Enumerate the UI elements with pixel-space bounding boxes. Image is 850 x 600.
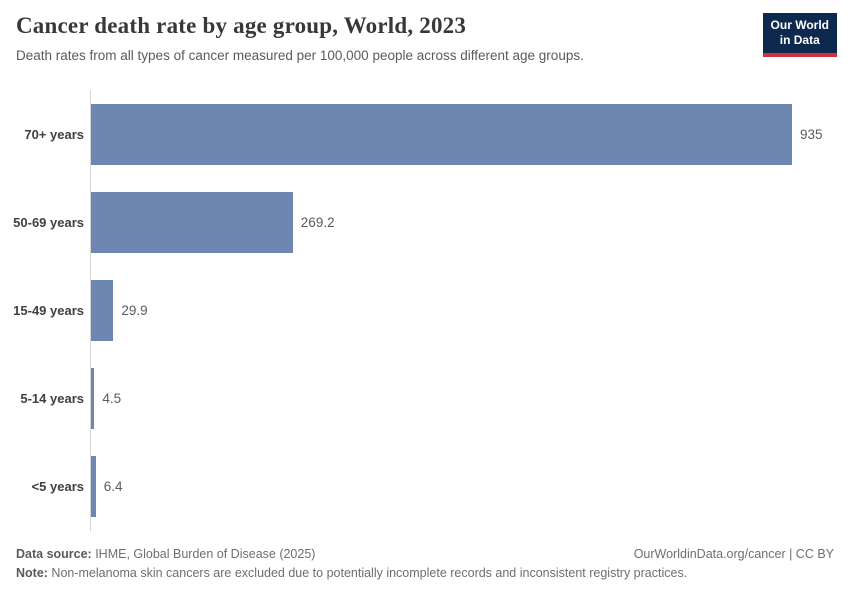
y-axis-line xyxy=(90,90,91,531)
value-label: 4.5 xyxy=(102,391,122,407)
chart-header: Cancer death rate by age group, World, 2… xyxy=(16,13,837,63)
plot-area: 935 xyxy=(91,90,834,178)
data-source-text: IHME, Global Burden of Disease (2025) xyxy=(91,547,316,561)
value-label: 29.9 xyxy=(121,302,148,318)
value-label: 6.4 xyxy=(103,479,123,495)
bar-rows: 70+ years 935 50-69 years 269.2 15-49 years 2… xyxy=(0,90,834,531)
bar[interactable] xyxy=(91,368,95,430)
data-source: Data source: IHME, Global Burden of Dise… xyxy=(16,547,315,561)
bar[interactable] xyxy=(91,456,96,518)
bar-row: 5-14 years 4.5 xyxy=(0,355,834,443)
bar-chart: 70+ years 935 50-69 years 269.2 15-49 years 2… xyxy=(0,90,834,531)
owid-logo-line2: in Data xyxy=(779,33,820,47)
note: Note: Non-melanoma skin cancers are excl… xyxy=(16,566,834,580)
bar[interactable] xyxy=(91,103,792,165)
bar-row: <5 years 6.4 xyxy=(0,443,834,531)
plot-area: 4.5 xyxy=(91,355,834,443)
bar[interactable] xyxy=(91,279,114,341)
chart-subtitle: Death rates from all types of cancer mea… xyxy=(16,48,584,63)
category-label: 15-49 years xyxy=(13,302,84,318)
bar[interactable] xyxy=(91,191,293,253)
owid-cc-link[interactable]: OurWorldinData.org/cancer | CC BY xyxy=(633,547,834,561)
plot-area: 269.2 xyxy=(91,178,834,266)
chart-title: Cancer death rate by age group, World, 2… xyxy=(16,13,467,38)
plot-area: 6.4 xyxy=(91,443,834,531)
chart-footer: Data source: IHME, Global Burden of Dise… xyxy=(16,547,834,580)
data-source-label: Data source: xyxy=(16,547,92,561)
category-label: <5 years xyxy=(31,479,84,495)
category-label: 70+ years xyxy=(24,126,84,142)
bar-row: 50-69 years 269.2 xyxy=(0,178,834,266)
note-text: Non-melanoma skin cancers are excluded d… xyxy=(47,566,688,580)
plot-area: 29.9 xyxy=(91,266,834,354)
value-label: 269.2 xyxy=(300,214,335,230)
category-label: 5-14 years xyxy=(20,391,84,407)
owid-logo[interactable]: Our World in Data xyxy=(762,13,837,57)
category-label: 50-69 years xyxy=(13,214,84,230)
bar-row: 70+ years 935 xyxy=(0,90,834,178)
note-label: Note: xyxy=(16,566,48,580)
bar-row: 15-49 years 29.9 xyxy=(0,266,834,354)
value-label: 935 xyxy=(800,126,823,142)
owid-logo-line1: Our World xyxy=(770,18,829,32)
